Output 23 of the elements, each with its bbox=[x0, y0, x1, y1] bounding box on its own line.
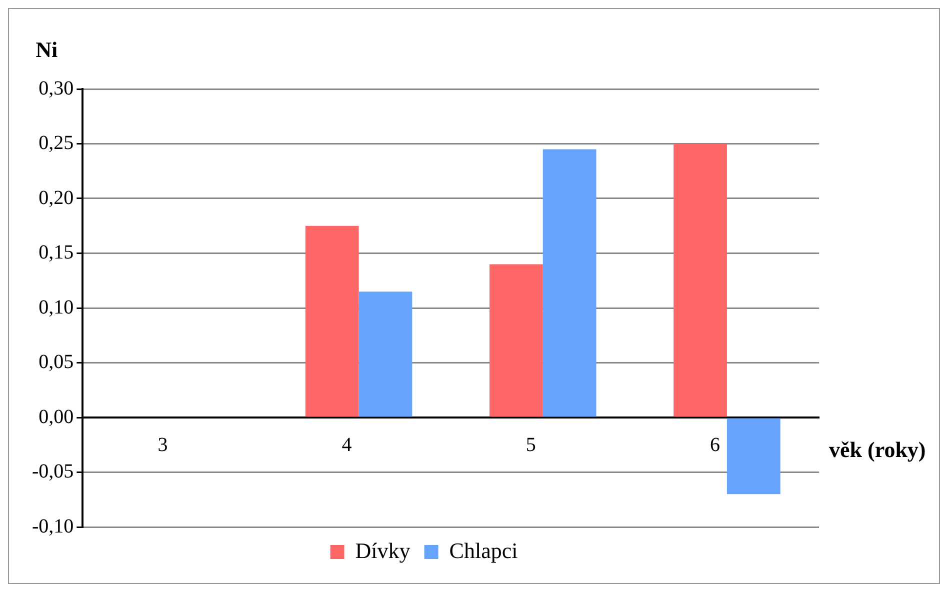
y-tick-label: 0,25 bbox=[38, 132, 74, 154]
bar bbox=[358, 292, 412, 417]
y-tick-label: 0,10 bbox=[38, 296, 74, 318]
bar bbox=[305, 226, 359, 417]
y-tick-label: 0,00 bbox=[38, 406, 74, 428]
bar bbox=[489, 264, 543, 417]
x-tick-label: 3 bbox=[158, 434, 168, 456]
y-tick-label: 0,20 bbox=[38, 186, 74, 209]
x-tick-label: 5 bbox=[526, 434, 536, 456]
y-tick-label: 0,30 bbox=[38, 77, 74, 100]
bar bbox=[726, 418, 780, 494]
legend-label: Chlapci bbox=[449, 538, 518, 563]
x-tick-label: 4 bbox=[342, 434, 352, 456]
x-axis-title: věk (roky) bbox=[829, 437, 926, 462]
bar bbox=[542, 149, 596, 417]
y-tick-label: -0,05 bbox=[32, 460, 74, 482]
y-axis-title: Ni bbox=[36, 37, 58, 62]
x-tick-label: 6 bbox=[710, 434, 720, 456]
y-tick-label: 0,15 bbox=[38, 242, 74, 264]
y-tick-label: 0,05 bbox=[38, 351, 74, 373]
legend-label: Dívky bbox=[355, 538, 410, 563]
bar bbox=[674, 144, 727, 417]
y-tick-label: -0,10 bbox=[32, 515, 74, 538]
